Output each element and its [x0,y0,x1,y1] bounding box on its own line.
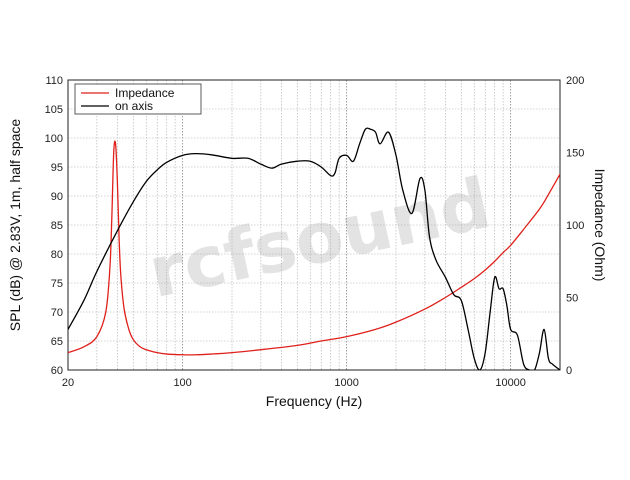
y-tick-label: 70 [51,307,63,319]
x-tick-label: 100 [173,377,191,389]
legend-box [74,83,202,115]
grid [68,80,560,370]
y-tick-label: 80 [51,249,63,261]
y-tick-label: 85 [51,220,63,232]
y-tick-label: 65 [51,336,63,348]
watermark-text: rcfsound [142,162,498,314]
plot-frame [67,79,561,371]
y2-tick-label: 200 [566,75,584,87]
y-tick-label: 100 [45,133,63,145]
legend-label-on-axis: on axis [115,99,153,113]
y-tick-label: 110 [45,75,63,87]
x-tick-labels: 20 100 1000 10000 [62,377,526,389]
y2-tick-labels: 0 50 100 150 200 [566,75,584,377]
watermark: rcfsound [142,162,498,314]
x-tick-label: 10000 [495,377,526,389]
y-tick-label: 105 [45,104,63,116]
series-line-impedance [68,140,560,356]
legend-label-impedance: Impedance [115,86,175,100]
y-axis-title: SPL (dB) @ 2.83V, 1m, half space [7,119,23,332]
legend: Impedance on axis [74,83,202,115]
y-tick-label: 95 [51,162,63,174]
x-axis-title: Frequency (Hz) [266,393,362,409]
y2-tick-label: 150 [566,148,584,160]
y-tick-label: 75 [51,278,63,290]
y-tick-label: 60 [51,365,63,377]
y-tick-labels: 60 65 70 75 80 85 90 95 100 105 110 [45,75,63,377]
y2-tick-label: 100 [566,220,584,232]
x-tick-label: 1000 [334,377,358,389]
y-tick-label: 90 [51,191,63,203]
x-tick-label: 20 [62,377,74,389]
series-lines [68,127,560,370]
series-line-on-axis [68,127,560,370]
y2-tick-label: 50 [566,293,578,305]
y2-tick-label: 0 [566,365,572,377]
y2-axis-title: Impedance (Ohm) [592,169,608,282]
